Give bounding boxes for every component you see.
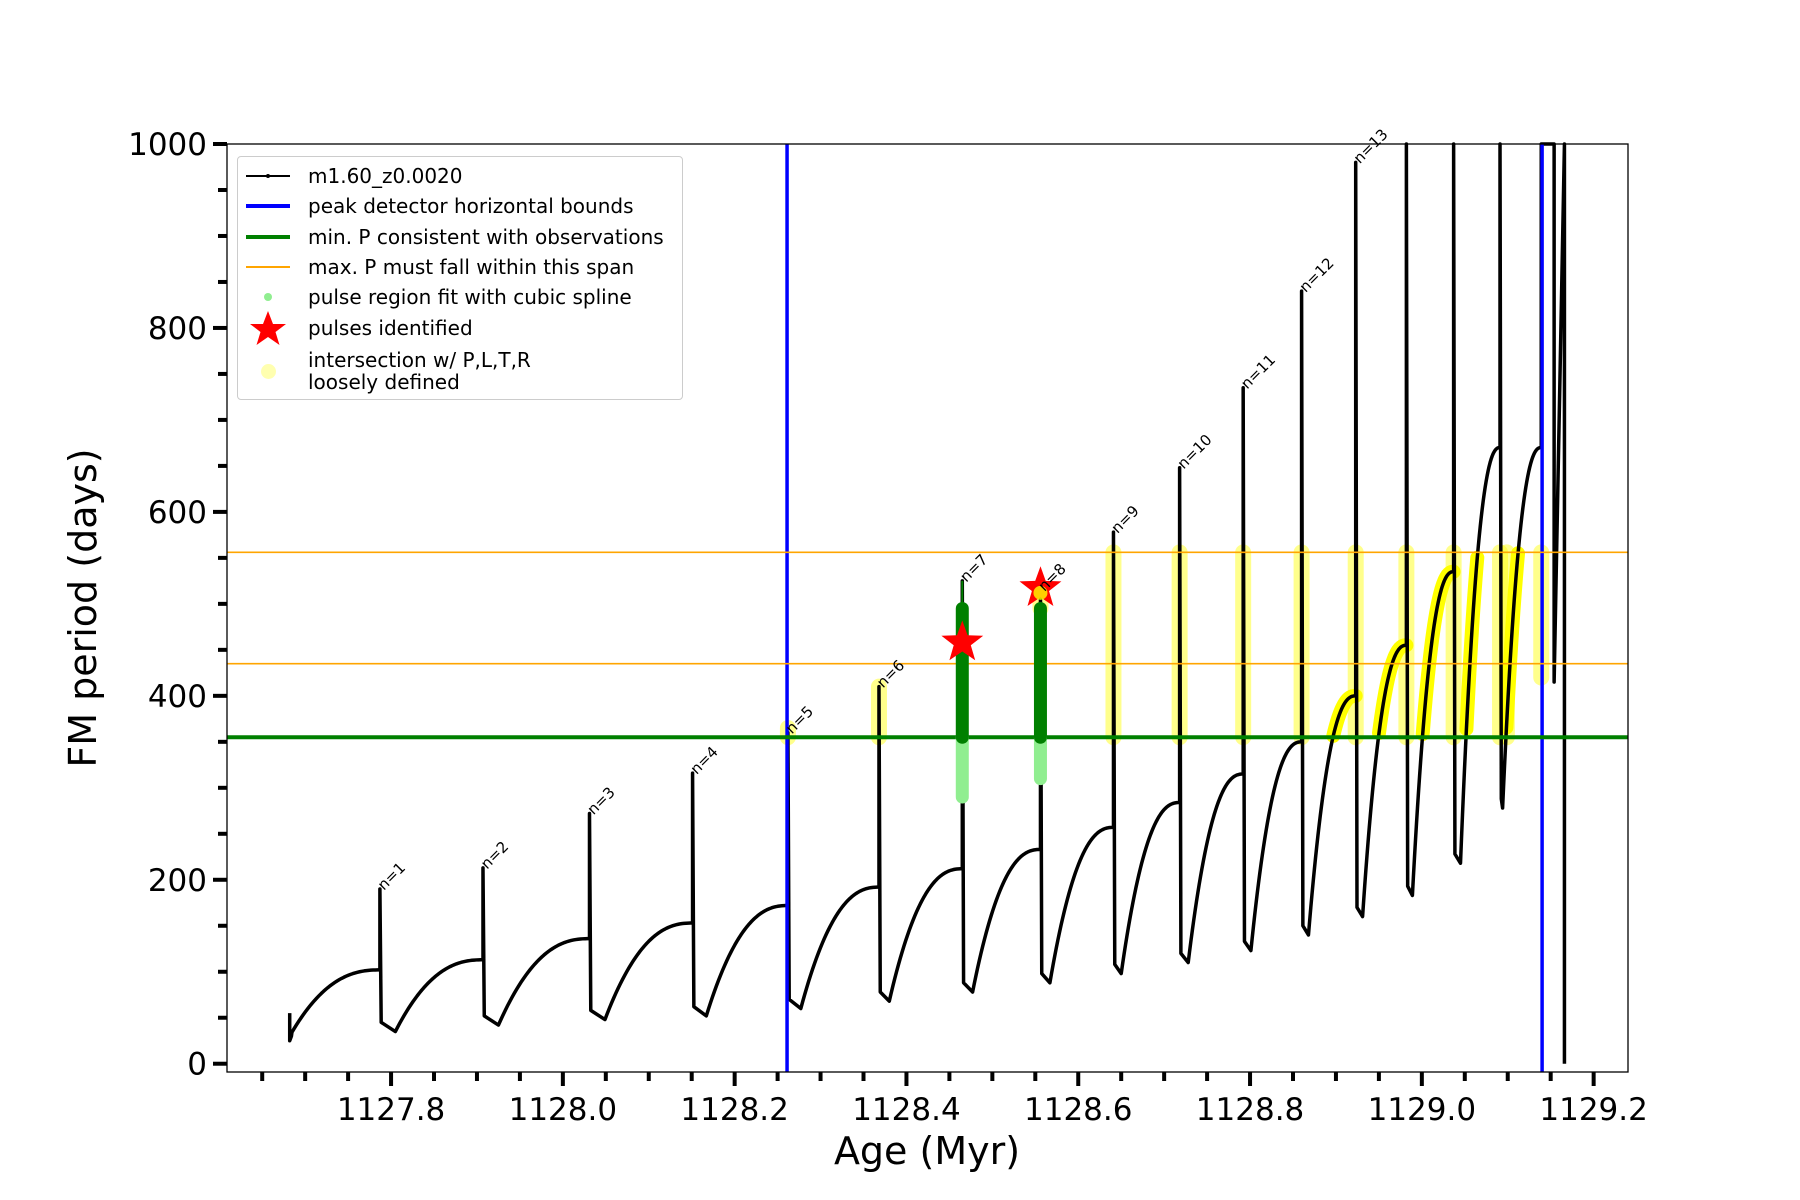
axes: 1127.8 1128.0 1128.2 1128.4 1128.6 1128.8 1129… xyxy=(128,127,1648,1128)
pulse-label: n=11 xyxy=(1237,351,1279,393)
intersection-dot xyxy=(1033,585,1048,600)
legend-label: max. P must fall within this span xyxy=(308,255,635,279)
legend-item-min-p: min. P consistent with observations xyxy=(238,224,664,250)
star-icon xyxy=(238,311,298,345)
legend-label: peak detector horizontal bounds xyxy=(308,194,634,218)
y-axis-label: FM period (days) xyxy=(61,448,105,767)
pulse-star xyxy=(941,620,984,661)
y-tick-label: 1000 xyxy=(128,127,207,163)
x-tick-label: 1128.2 xyxy=(680,1092,788,1128)
legend-label: intersection w/ P,L,T,R loosely defined xyxy=(308,349,531,393)
x-tick-label: 1128.6 xyxy=(1024,1092,1132,1128)
plot-frame xyxy=(226,143,1629,1073)
y-tick-label: 0 xyxy=(187,1047,207,1083)
stars-layer xyxy=(941,566,1062,661)
x-tick-label: 1128.8 xyxy=(1196,1092,1304,1128)
green-line-icon xyxy=(238,225,298,249)
x-tick-label: 1128.0 xyxy=(509,1092,617,1128)
legend-label: m1.60_z0.0020 xyxy=(308,164,463,188)
legend-label: pulses identified xyxy=(308,316,473,340)
track-line xyxy=(287,142,1567,1064)
legend-item-spline: pulse region fit with cubic spline xyxy=(238,284,632,310)
x-tick-label: 1128.4 xyxy=(852,1092,960,1128)
reference-lines xyxy=(227,144,1628,1072)
intersection-layer xyxy=(779,544,1550,746)
legend-item-pulses: pulses identified xyxy=(238,311,473,345)
legend-label: pulse region fit with cubic spline xyxy=(308,285,632,309)
pulse-label: n=12 xyxy=(1296,254,1338,296)
x-tick-label: 1127.8 xyxy=(337,1092,445,1128)
x-axis-label: Age (Myr) xyxy=(834,1129,1020,1173)
legend-item-max-p: max. P must fall within this span xyxy=(238,254,634,280)
pulse-label: n=10 xyxy=(1174,431,1216,473)
legend: m1.60_z0.0020 peak detector horizontal b… xyxy=(237,156,683,400)
x-tick-label: 1129.0 xyxy=(1368,1092,1476,1128)
track-layer xyxy=(287,142,1567,1064)
line-dot-icon xyxy=(238,164,298,188)
x-tick-label: 1129.2 xyxy=(1539,1092,1647,1128)
orange-line-icon xyxy=(238,255,298,279)
legend-item-peak-bounds: peak detector horizontal bounds xyxy=(238,193,634,219)
green-dot-icon xyxy=(238,285,298,309)
legend-item-intersection: intersection w/ P,L,T,R loosely defined xyxy=(238,347,531,395)
y-tick-label: 600 xyxy=(148,495,207,531)
spline-layer xyxy=(955,580,1047,804)
yellow-circle-icon xyxy=(238,347,298,395)
blue-line-icon xyxy=(238,194,298,218)
legend-label: min. P consistent with observations xyxy=(308,225,664,249)
legend-label-line: loosely defined xyxy=(308,370,460,394)
y-tick-label: 400 xyxy=(148,679,207,715)
y-tick-label: 800 xyxy=(148,311,207,347)
pulse-label: n=13 xyxy=(1350,125,1392,167)
legend-label-line: intersection w/ P,L,T,R xyxy=(308,348,531,372)
y-tick-label: 200 xyxy=(148,863,207,899)
legend-item-track: m1.60_z0.0020 xyxy=(238,163,463,189)
